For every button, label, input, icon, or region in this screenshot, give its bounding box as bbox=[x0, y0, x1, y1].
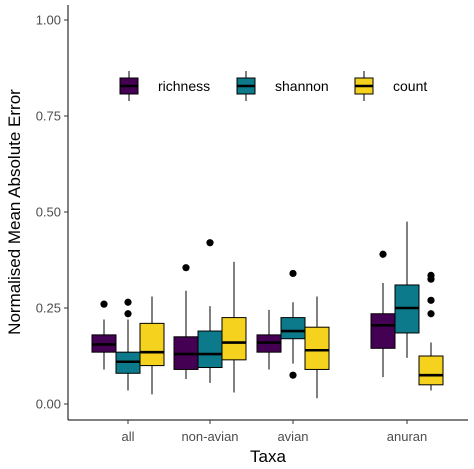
outlier-point bbox=[289, 371, 297, 379]
outlier-point bbox=[427, 310, 435, 318]
box-iqr bbox=[418, 355, 444, 386]
box-iqr bbox=[139, 322, 165, 367]
box-richness-avian bbox=[256, 309, 282, 370]
outlier-point bbox=[124, 298, 132, 306]
x-tick-label: avian bbox=[277, 429, 308, 444]
outlier-point bbox=[124, 310, 132, 318]
box-count-avian bbox=[304, 296, 330, 399]
legend-label: count bbox=[393, 78, 427, 94]
box-count-non-avian bbox=[221, 261, 247, 393]
legend-item-count: count bbox=[354, 71, 427, 101]
x-tick-label: all bbox=[121, 429, 134, 444]
legend: richness shannon count bbox=[119, 71, 427, 101]
y-tick-label: 0.25 bbox=[36, 301, 61, 316]
x-tick-label: anuran bbox=[387, 429, 427, 444]
outlier-point bbox=[206, 239, 214, 247]
y-tick-label: 0.75 bbox=[36, 109, 61, 124]
box-iqr bbox=[197, 330, 223, 369]
box-iqr bbox=[221, 317, 247, 361]
box-richness-anuran bbox=[370, 250, 396, 378]
plot-area bbox=[91, 221, 444, 399]
box-count-all bbox=[139, 296, 165, 395]
outlier-point bbox=[100, 300, 108, 308]
box-shannon-anuran bbox=[394, 221, 420, 358]
box-richness-non-avian bbox=[173, 264, 199, 380]
box-shannon-all bbox=[115, 298, 141, 391]
y-tick-label: 1.00 bbox=[36, 13, 61, 28]
box-iqr bbox=[370, 313, 396, 349]
x-tick-label: non-avian bbox=[181, 429, 238, 444]
x-axis-title: Taxa bbox=[250, 447, 286, 466]
y-tick-label: 0.00 bbox=[36, 397, 61, 412]
box-count-anuran bbox=[418, 271, 444, 391]
box-iqr bbox=[304, 326, 330, 370]
legend-label: shannon bbox=[275, 78, 329, 94]
outlier-point bbox=[379, 250, 387, 258]
box-richness-all bbox=[91, 300, 117, 370]
y-tick-label: 0.50 bbox=[36, 205, 61, 220]
box-shannon-avian bbox=[280, 269, 306, 379]
legend-item-richness: richness bbox=[119, 71, 210, 101]
y-axis-title: Normalised Mean Absolute Error bbox=[5, 89, 24, 335]
outlier-point bbox=[182, 264, 190, 272]
outlier-point bbox=[289, 269, 297, 278]
outlier-point bbox=[427, 296, 435, 304]
legend-item-shannon: shannon bbox=[236, 71, 329, 101]
axes: 0.00 0.25 0.50 0.75 1.00 all non-avian avian anu… bbox=[36, 5, 468, 444]
outlier-point bbox=[427, 275, 435, 283]
legend-label: richness bbox=[158, 78, 210, 94]
box-shannon-non-avian bbox=[197, 239, 223, 383]
box-iqr bbox=[280, 317, 306, 340]
